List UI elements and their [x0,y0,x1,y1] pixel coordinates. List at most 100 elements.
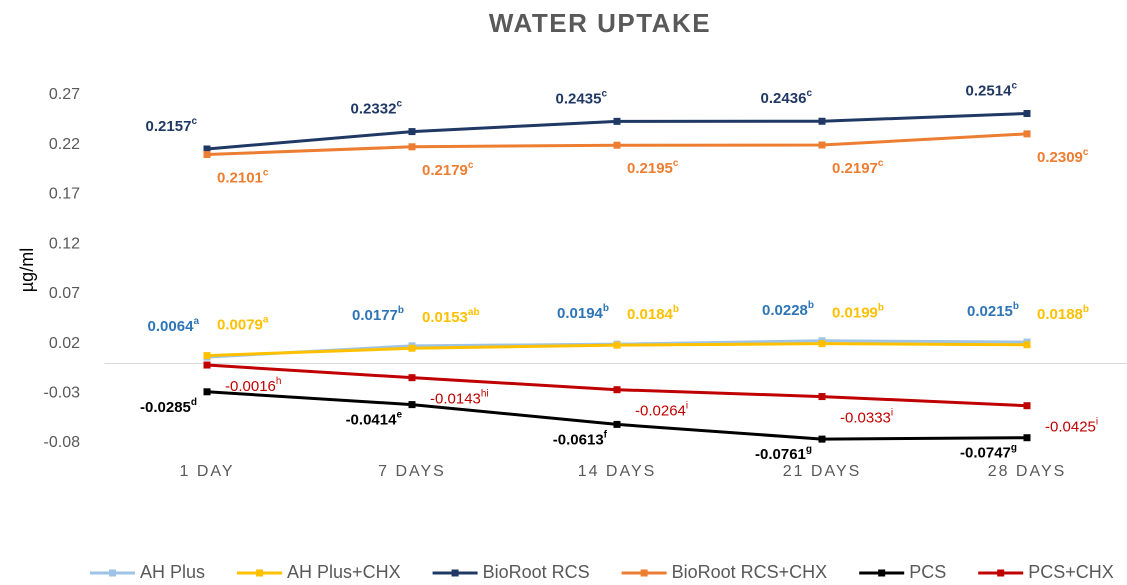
data-label: -0.0761g [755,444,812,463]
data-label-letter: c [878,158,884,169]
data-label: 0.2179c [422,159,474,178]
data-label-letter: c [1011,80,1017,91]
data-label: 0.2195c [627,158,679,177]
data-label: 0.2514c [966,80,1018,99]
legend-label: AH Plus [140,562,205,582]
data-label-letter: b [673,304,679,315]
data-label-value: -0.0016 [225,378,276,395]
point-marker [408,344,416,352]
data-label-value: -0.0333 [840,410,891,427]
point-marker [1023,130,1031,138]
data-label: -0.0613f [553,429,608,448]
point-marker [613,386,621,394]
point-marker [203,352,211,360]
data-label-value: 0.2195 [627,160,673,177]
data-label-letter: e [396,409,402,420]
data-label-letter: b [398,304,404,315]
data-label: -0.0016h [225,376,281,395]
data-label: 0.0184b [627,304,679,323]
chart-title: WATER UPTAKE [489,8,711,38]
data-label: 0.2436c [761,88,813,107]
data-label-letter: b [808,299,814,310]
data-label-value: 0.2179 [422,162,468,179]
data-label-value: 0.2101 [217,170,263,187]
data-label: -0.0143hi [430,388,489,407]
y-tick-label: 0.27 [49,86,80,103]
point-marker [203,145,211,153]
data-label-value: 0.0194 [557,305,604,322]
x-tick-label: 21 DAYS [783,463,862,480]
data-label: -0.0333i [840,407,893,426]
data-label-value: 0.0199 [832,305,878,322]
data-label: 0.0177b [352,304,404,323]
data-label-letter: c [263,167,269,178]
data-label-value: 0.0184 [627,306,674,323]
data-label-letter: h [276,376,282,387]
point-marker [818,141,826,149]
data-label-letter: c [806,88,812,99]
legend-marker [997,569,1005,577]
data-label: -0.0264i [635,400,688,419]
data-label: 0.0194b [557,303,609,322]
data-label: 0.0064a [148,316,200,335]
data-label-value: 0.0228 [762,302,808,319]
legend-label: AH Plus+CHX [287,562,401,582]
data-label: 0.2157c [146,116,198,135]
legend-label: PCS+CHX [1028,562,1114,582]
data-label: 0.2197c [832,158,884,177]
legend-label: PCS [909,562,946,582]
data-label-letter: i [1096,416,1098,427]
point-marker [1023,109,1031,117]
y-tick-label: -0.08 [44,434,81,451]
point-marker [613,141,621,149]
point-marker [408,374,416,382]
y-tick-label: -0.03 [44,385,81,402]
x-tick-label: 28 DAYS [988,463,1067,480]
point-marker [408,401,416,409]
data-label-value: 0.0064 [148,318,195,335]
point-marker [1023,434,1031,442]
data-label-value: 0.0153 [422,309,468,326]
data-label-letter: a [193,316,199,327]
data-label-letter: f [604,429,608,440]
y-tick-label: 0.07 [49,285,80,302]
data-label-value: -0.0613 [553,431,604,448]
data-label-value: 0.2436 [761,90,807,107]
data-label-letter: d [191,396,197,407]
data-label-value: -0.0264 [635,403,686,420]
data-label: 0.0188b [1037,303,1089,322]
legend-label: BioRoot RCS+CHX [672,562,828,582]
data-label-value: 0.2309 [1037,149,1083,166]
data-label-value: 0.2332 [351,101,397,118]
legend-marker [640,569,648,577]
data-label-letter: c [673,158,679,169]
data-label-letter: b [603,303,609,314]
data-label-letter: b [1083,303,1089,314]
data-label: 0.2435c [556,88,608,107]
data-label: 0.0215b [967,301,1019,320]
point-marker [613,117,621,125]
point-marker [613,341,621,349]
data-label: 0.0199b [832,302,884,321]
data-label-letter: g [806,444,812,455]
data-label-value: 0.0188 [1037,306,1083,323]
legend-marker [878,569,886,577]
data-label-value: -0.0747 [960,445,1011,462]
point-marker [818,117,826,125]
point-marker [408,143,416,151]
x-tick-label: 7 DAYS [378,463,446,480]
data-label-value: 0.0079 [217,317,263,334]
y-axis-label: µg/ml [17,248,37,292]
data-label: -0.0285d [140,396,197,415]
point-marker [203,151,211,159]
data-label-value: -0.0285 [140,399,191,416]
data-label-value: -0.0414 [346,412,398,429]
data-label: -0.0425i [1045,416,1098,435]
y-tick-label: 0.17 [49,186,80,203]
point-marker [818,435,826,443]
legend-label: BioRoot RCS [483,562,590,582]
data-label: 0.2101c [217,167,269,186]
y-tick-label: 0.02 [49,335,80,352]
data-label-letter: c [396,98,402,109]
